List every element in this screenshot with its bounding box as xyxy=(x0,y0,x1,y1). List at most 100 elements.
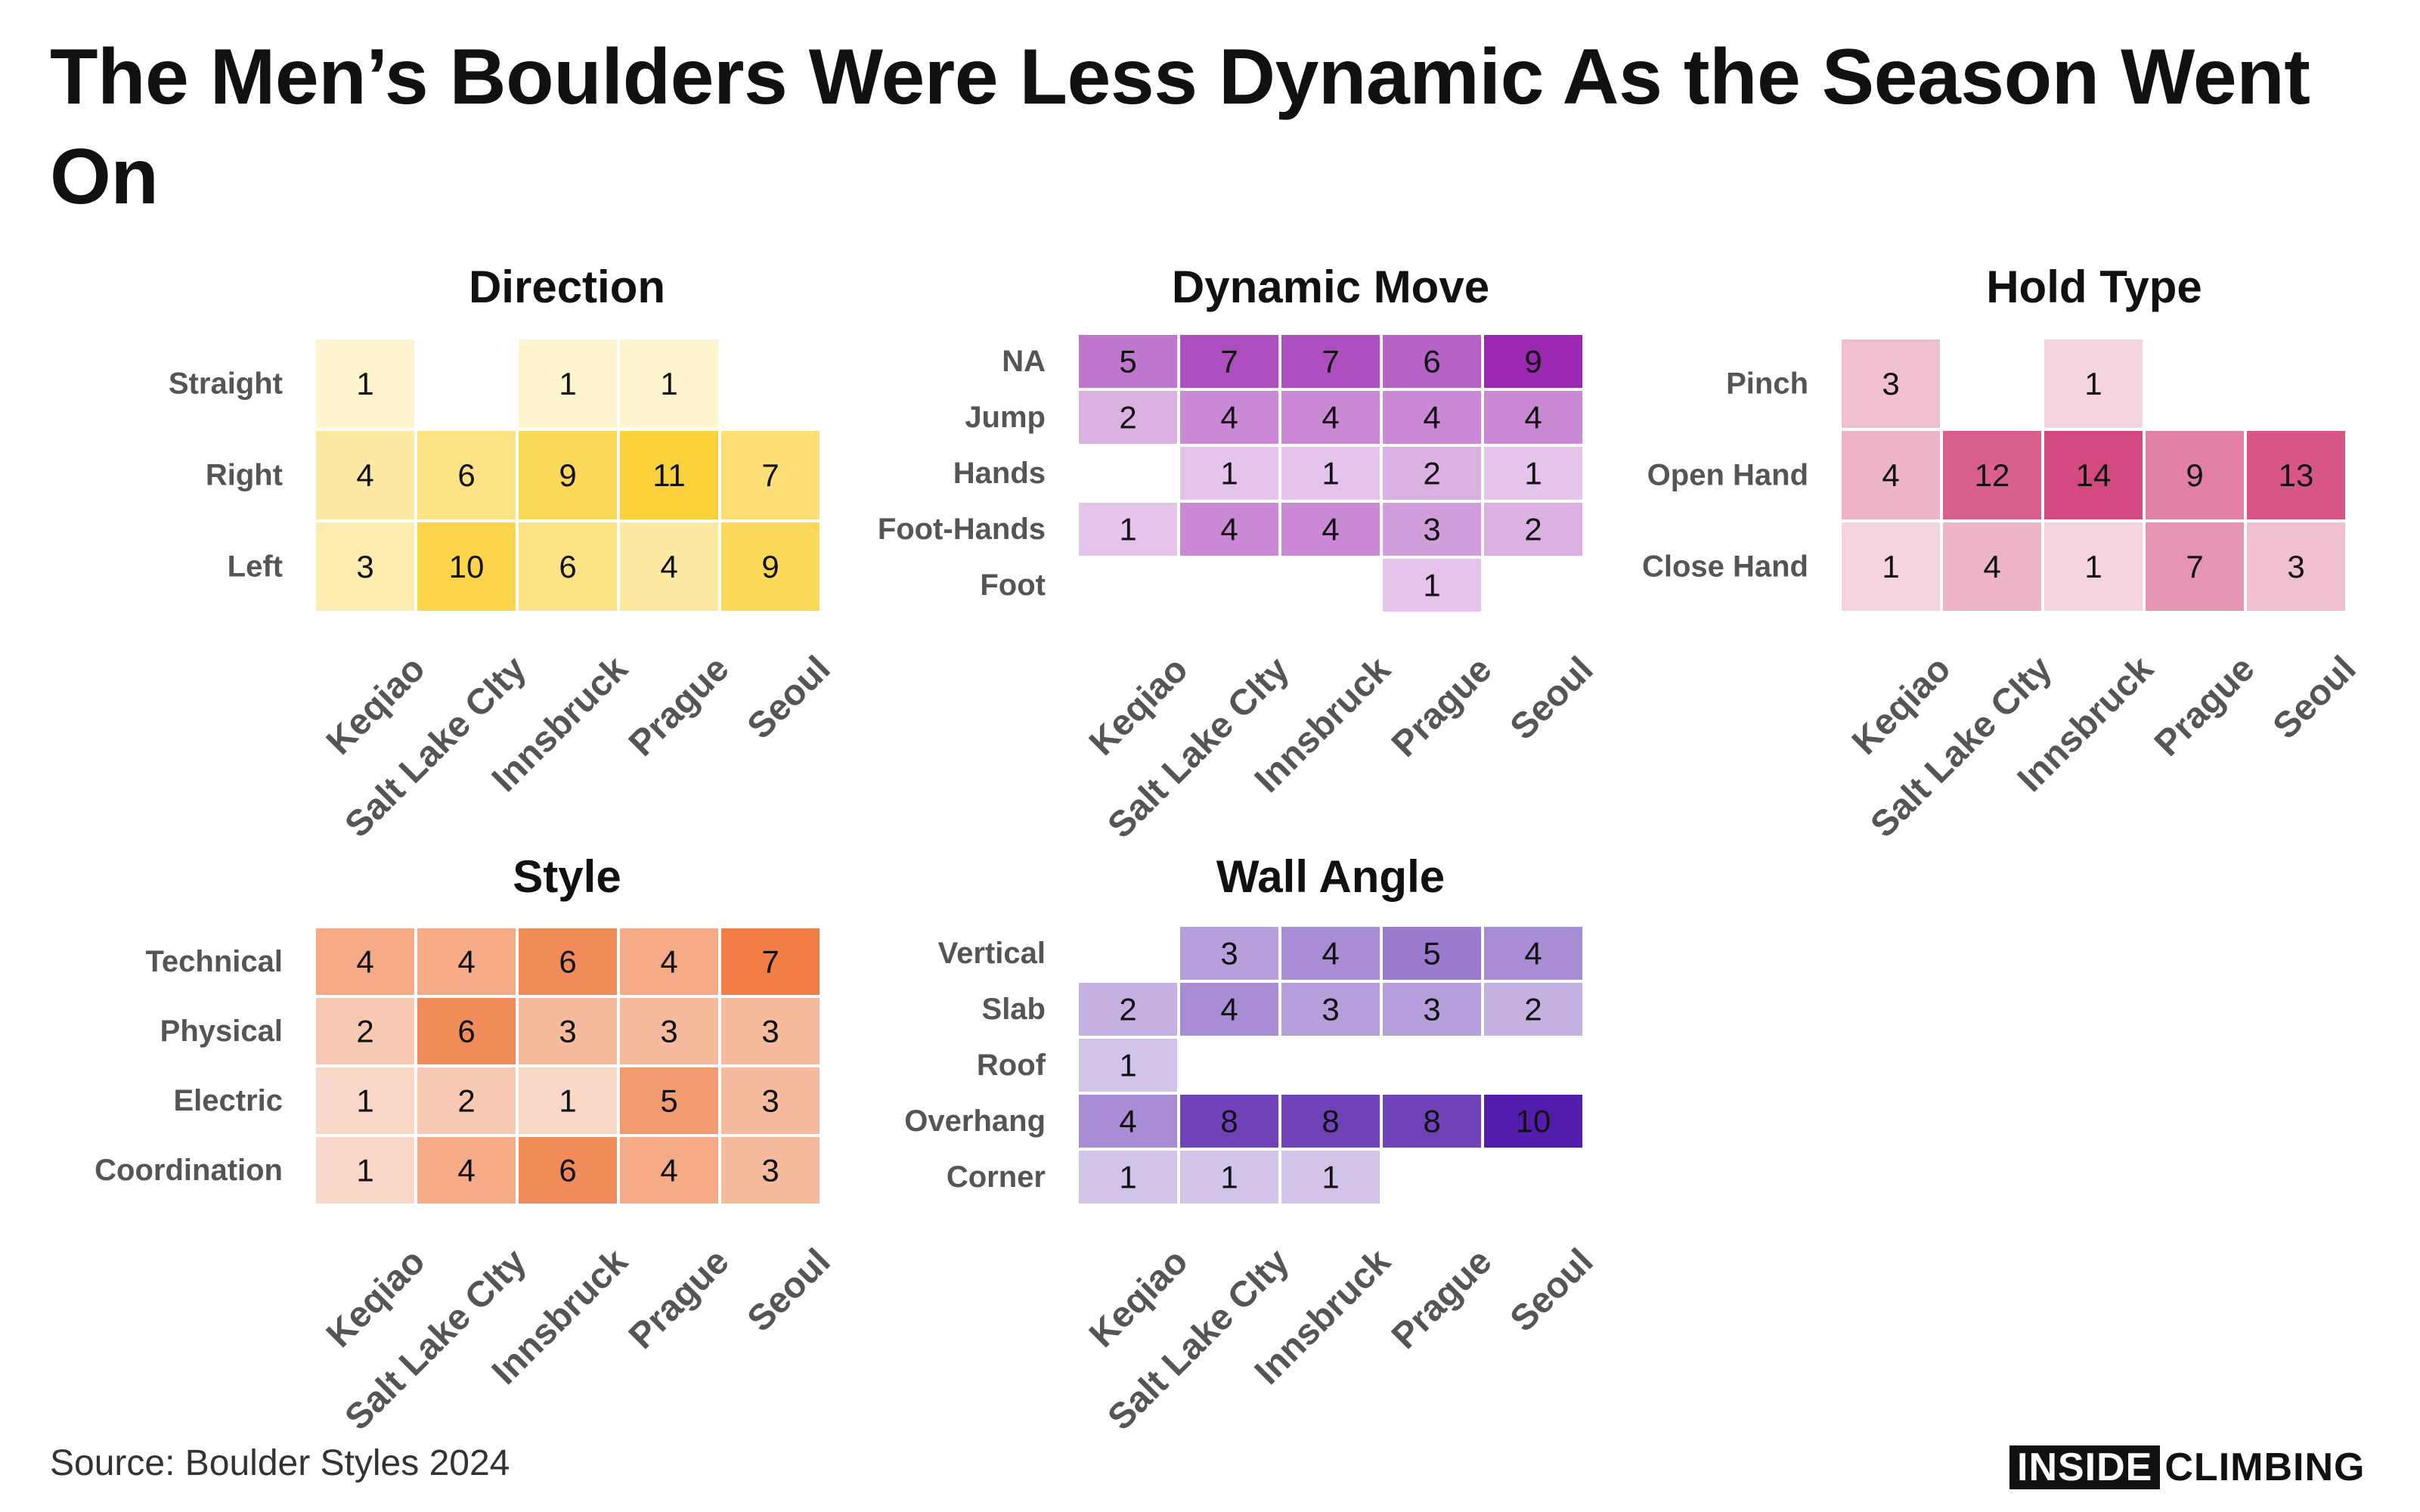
row-label: Coordination xyxy=(95,1154,283,1187)
column-label: Prague xyxy=(621,1241,737,1357)
cell-value-label: 3 xyxy=(761,1014,779,1049)
cell-value-label: 7 xyxy=(1220,344,1238,380)
inside-climbing-logo: INSIDE CLIMBING xyxy=(2009,1445,2365,1489)
heatmap-panel-3: Style Technical Physical Electric Coordinati… xyxy=(95,851,838,1438)
cell-value-label: 10 xyxy=(1516,1104,1551,1139)
row-label: Pinch xyxy=(1726,367,1808,401)
heatmap-cell xyxy=(1481,1092,1585,1151)
cell-value-label: 3 xyxy=(1423,992,1440,1027)
cell-value-label: 8 xyxy=(1423,1104,1440,1139)
cell-value-label: 10 xyxy=(449,549,485,584)
row-label: Slab xyxy=(982,993,1046,1026)
cell-value-label: 2 xyxy=(1524,992,1542,1027)
cell-value-label: 6 xyxy=(1423,344,1440,380)
heatmap-cell xyxy=(617,1064,721,1137)
heatmap-panel-1: Dynamic Move NA Jump Hands Foot-Hands Foot 5 7 7… xyxy=(878,262,1601,846)
column-label: Prague xyxy=(2147,649,2263,764)
cell-value-label: 3 xyxy=(1220,936,1238,971)
cell-value-label: 4 xyxy=(1322,400,1339,435)
heatmap-panel-4: Wall Angle Vertical Slab Roof Overhang Corner… xyxy=(904,851,1600,1438)
cell-value-label: 2 xyxy=(1119,992,1136,1027)
cell-value-label: 1 xyxy=(1119,1160,1136,1195)
row-label: Electric xyxy=(173,1084,283,1117)
cell-value-label: 7 xyxy=(761,944,779,980)
cell-value-label: 4 xyxy=(660,549,677,584)
cell-value-label: 8 xyxy=(1322,1104,1339,1139)
heatmap-cell xyxy=(2041,336,2146,431)
cell-value-label: 9 xyxy=(1524,344,1542,380)
cell-value-label: 4 xyxy=(457,1153,475,1188)
column-label: Seoul xyxy=(740,649,838,747)
heatmap-cell xyxy=(1177,980,1281,1039)
heatmap-cell xyxy=(718,995,823,1067)
cell-value-label: 4 xyxy=(356,457,373,493)
cell-value-label: 1 xyxy=(1524,456,1542,491)
heatmap-cell xyxy=(1481,444,1585,503)
column-label: Salt Lake CIty xyxy=(1100,1241,1297,1438)
column-label: Salt Lake CIty xyxy=(1863,649,2059,845)
cell-value-label: 1 xyxy=(1220,456,1238,491)
cell-value-label: 1 xyxy=(1119,1048,1136,1083)
cell-value-label: 4 xyxy=(1220,992,1238,1027)
panel-title: Hold Type xyxy=(1986,262,2202,312)
heatmap-cell xyxy=(516,925,620,998)
cell-value-label: 5 xyxy=(1119,344,1136,380)
cell-value-label: 2 xyxy=(457,1083,475,1119)
heatmap-cell xyxy=(617,1134,721,1207)
cell-value-label: 4 xyxy=(1524,400,1542,435)
cell-value-label: 9 xyxy=(2186,457,2203,493)
cell-value-label: 3 xyxy=(761,1153,779,1188)
row-label: Open Hand xyxy=(1647,459,1808,492)
heatmap-cell xyxy=(718,428,823,522)
cell-value-label: 3 xyxy=(761,1083,779,1119)
heatmap-cell xyxy=(1940,519,2044,614)
panel-title: Dynamic Move xyxy=(1172,262,1489,312)
heatmap-cell xyxy=(1481,980,1585,1039)
logo-inside-text: INSIDE xyxy=(2009,1445,2161,1489)
cell-value-label: 4 xyxy=(457,944,475,980)
chart-title: The Men’s Boulders Were Less Dynamic As … xyxy=(50,33,2310,221)
heatmap-cell xyxy=(718,1064,823,1137)
heatmap-cell xyxy=(1481,924,1585,983)
column-label: Seoul xyxy=(1503,1241,1601,1340)
column-label: Salt Lake CIty xyxy=(337,1241,534,1438)
column-label: Prague xyxy=(621,649,737,764)
heatmap-cell xyxy=(313,995,417,1067)
heatmap-cell xyxy=(1177,388,1281,447)
panel-title: Style xyxy=(513,851,621,902)
cell-value-label: 2 xyxy=(1119,400,1136,435)
heatmap-cell xyxy=(516,995,620,1067)
cell-value-label: 4 xyxy=(660,1153,677,1188)
cell-value-label: 2 xyxy=(1524,512,1542,547)
heatmap-cell xyxy=(516,1064,620,1137)
cell-value-label: 4 xyxy=(1423,400,1440,435)
heatmap-cell xyxy=(718,519,823,614)
heatmap-cell xyxy=(414,428,519,522)
cell-value-label: 4 xyxy=(1119,1104,1136,1139)
cell-value-label: 1 xyxy=(1119,512,1136,547)
source-note: Source: Boulder Styles 2024 xyxy=(50,1443,510,1483)
heatmap-cell xyxy=(718,1134,823,1207)
cell-value-label: 1 xyxy=(356,366,373,401)
cell-value-label: 7 xyxy=(2186,549,2203,584)
heatmap-cell xyxy=(414,1134,519,1207)
cell-value-label: 4 xyxy=(1220,512,1238,547)
panel-title: Wall Angle xyxy=(1216,851,1445,902)
heatmap-cell xyxy=(617,925,721,998)
heatmap-cell xyxy=(617,995,721,1067)
cell-value-label: 4 xyxy=(1322,936,1339,971)
heatmap-cell xyxy=(2143,519,2247,614)
row-label: Straight xyxy=(169,367,283,401)
cell-value-label: 4 xyxy=(660,944,677,980)
heatmap-cell xyxy=(1481,500,1585,559)
heatmap-cell xyxy=(1278,1148,1383,1207)
heatmap-cell xyxy=(2041,428,2146,522)
cell-value-label: 4 xyxy=(1322,512,1339,547)
heatmap-cell xyxy=(1380,556,1484,615)
cell-value-label: 6 xyxy=(559,549,576,584)
cell-value-label: 6 xyxy=(559,1153,576,1188)
logo-climbing-text: CLIMBING xyxy=(2164,1445,2366,1489)
row-label: NA xyxy=(1002,345,1046,378)
column-label: Salt Lake CIty xyxy=(1100,649,1297,846)
heatmap-cell xyxy=(1481,388,1585,447)
